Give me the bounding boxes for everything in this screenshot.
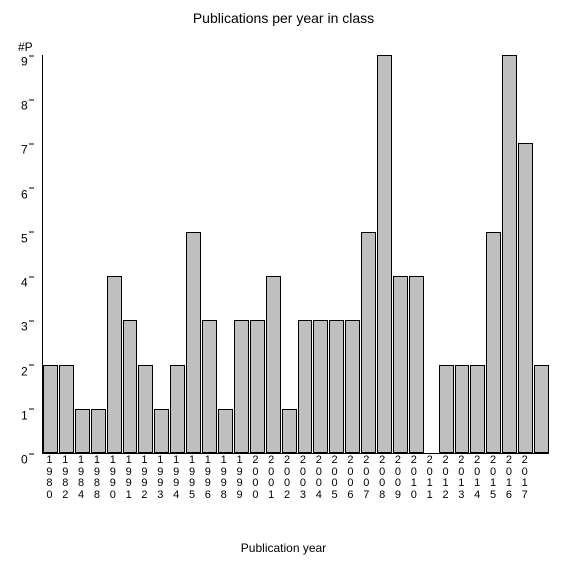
- y-axis-label: #P: [18, 40, 33, 54]
- x-tick-label: 2016: [501, 455, 516, 501]
- bar: [202, 320, 217, 453]
- x-tick-label: 2000: [248, 455, 263, 501]
- x-tick-label: 2008: [375, 455, 390, 501]
- x-tick-label: 2017: [517, 455, 532, 501]
- bar: [43, 365, 58, 453]
- x-tick-label: 2010: [406, 455, 421, 501]
- x-tick-label: 2012: [438, 455, 453, 501]
- bar: [186, 232, 201, 453]
- bars-group: [43, 55, 549, 453]
- bar: [393, 276, 408, 453]
- bar: [170, 365, 185, 453]
- x-tick-label: 1991: [121, 455, 136, 501]
- bar: [138, 365, 153, 453]
- x-tick-label: 2014: [470, 455, 485, 501]
- bar: [313, 320, 328, 453]
- x-tick-label: 2007: [359, 455, 374, 501]
- bar: [361, 232, 376, 453]
- y-tick: 4: [21, 276, 28, 277]
- bar: [377, 55, 392, 453]
- bar: [455, 365, 470, 453]
- bar: [59, 365, 74, 453]
- bar: [75, 409, 90, 453]
- y-tick: 7: [21, 143, 28, 144]
- x-tick-label: 2013: [454, 455, 469, 501]
- bar: [534, 365, 549, 453]
- bar: [250, 320, 265, 453]
- x-tick-label: 2004: [311, 455, 326, 501]
- x-tick-label: 2003: [296, 455, 311, 501]
- bar: [298, 320, 313, 453]
- x-tick-label: 1993: [153, 455, 168, 501]
- x-tick-label: 2009: [391, 455, 406, 501]
- x-tick-label: 2005: [327, 455, 342, 501]
- chart-title: Publications per year in class: [0, 10, 567, 26]
- x-tick-label: 1994: [169, 455, 184, 501]
- bar: [518, 143, 533, 453]
- x-tick-labels: 1980198219841988199019911992199319941995…: [42, 455, 548, 501]
- bar: [502, 55, 517, 453]
- x-tick-label: 1992: [137, 455, 152, 501]
- x-tick-label: 1988: [90, 455, 105, 501]
- y-tick: 9: [21, 55, 28, 56]
- plot-area: 0123456789: [42, 55, 549, 454]
- y-tick: 8: [21, 99, 28, 100]
- bar: [107, 276, 122, 453]
- bar: [470, 365, 485, 453]
- x-tick-label: 1990: [105, 455, 120, 501]
- y-tick: 0: [21, 453, 28, 454]
- bar: [266, 276, 281, 453]
- bar: [123, 320, 138, 453]
- bar: [154, 409, 169, 453]
- x-tick-label: 2011: [422, 455, 437, 501]
- y-tick: 1: [21, 408, 28, 409]
- bar: [409, 276, 424, 453]
- y-tick: 2: [21, 364, 28, 365]
- chart-container: Publications per year in class #P 012345…: [0, 0, 567, 567]
- x-tick-label: 1984: [74, 455, 89, 501]
- bar: [486, 232, 501, 453]
- x-tick-label: 1996: [200, 455, 215, 501]
- y-tick: 5: [21, 231, 28, 232]
- x-tick-label: 2006: [343, 455, 358, 501]
- bar: [91, 409, 106, 453]
- y-tick: 6: [21, 187, 28, 188]
- bar: [345, 320, 360, 453]
- x-tick-label: 2015: [486, 455, 501, 501]
- x-tick-label: 1999: [232, 455, 247, 501]
- x-tick-label: 2001: [264, 455, 279, 501]
- x-tick-label: 2002: [280, 455, 295, 501]
- y-tick: 3: [21, 320, 28, 321]
- x-tick-label: 1982: [58, 455, 73, 501]
- bar: [234, 320, 249, 453]
- x-tick-label: 1995: [185, 455, 200, 501]
- bar: [329, 320, 344, 453]
- x-axis-label: Publication year: [0, 541, 567, 555]
- x-tick-label: 1980: [42, 455, 57, 501]
- x-tick-label: [533, 455, 548, 501]
- bar: [218, 409, 233, 453]
- bar: [439, 365, 454, 453]
- bar: [282, 409, 297, 453]
- x-tick-label: 1998: [216, 455, 231, 501]
